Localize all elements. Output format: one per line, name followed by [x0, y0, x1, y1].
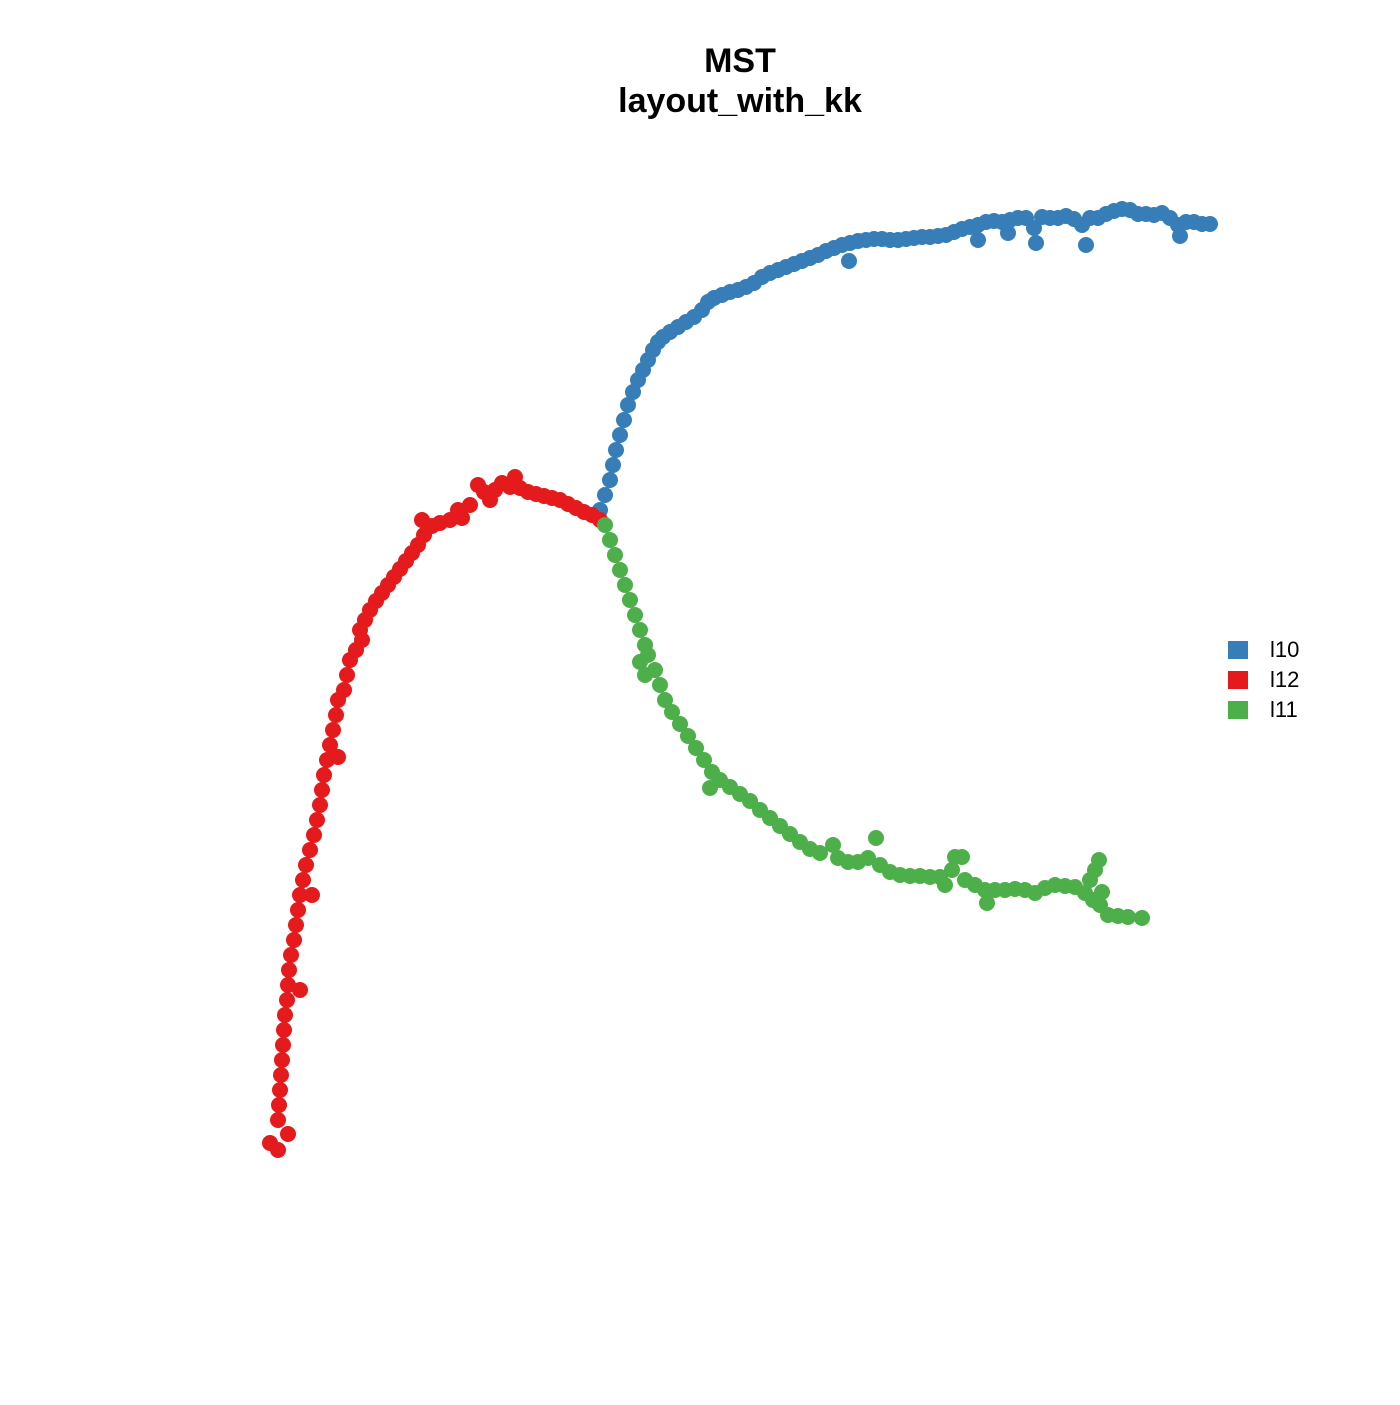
- node-point: [288, 917, 304, 933]
- node-point: [597, 517, 613, 533]
- node-point: [979, 895, 995, 911]
- node-point: [1202, 216, 1218, 232]
- node-point: [286, 932, 302, 948]
- node-point: [627, 607, 643, 623]
- node-point: [625, 384, 641, 400]
- node-point: [607, 547, 623, 563]
- node-point: [664, 704, 680, 720]
- node-point: [647, 662, 663, 678]
- node-point: [330, 692, 346, 708]
- node-point: [316, 767, 332, 783]
- node-point: [277, 1007, 293, 1023]
- node-point: [597, 487, 613, 503]
- node-point: [954, 849, 970, 865]
- node-point: [270, 1142, 286, 1158]
- legend-label: l11: [1270, 697, 1298, 722]
- node-point: [1078, 237, 1094, 253]
- node-point: [328, 707, 344, 723]
- node-point: [1028, 235, 1044, 251]
- node-point: [812, 845, 828, 861]
- node-point: [325, 722, 341, 738]
- node-point: [292, 887, 308, 903]
- node-point: [312, 797, 328, 813]
- node-point: [1172, 228, 1188, 244]
- node-point: [680, 728, 696, 744]
- node-point: [292, 982, 308, 998]
- node-point: [290, 902, 306, 918]
- node-point: [1120, 909, 1136, 925]
- chart-subtitle: layout_with_kk: [618, 82, 862, 120]
- node-point: [271, 1097, 287, 1113]
- node-point: [970, 232, 986, 248]
- node-point: [342, 652, 358, 668]
- legend-swatch: [1228, 671, 1248, 689]
- node-point: [1026, 220, 1042, 236]
- node-point: [608, 442, 624, 458]
- node-point: [275, 1037, 291, 1053]
- node-point: [652, 677, 668, 693]
- node-point: [279, 992, 295, 1008]
- node-point: [322, 737, 338, 753]
- node-point: [462, 497, 478, 513]
- node-point: [868, 830, 884, 846]
- legend-swatch: [1228, 701, 1248, 719]
- node-point: [339, 667, 355, 683]
- node-point: [632, 654, 648, 670]
- node-point: [304, 887, 320, 903]
- node-point: [280, 977, 296, 993]
- node-point: [1134, 910, 1150, 926]
- legend-label: l10: [1270, 637, 1299, 662]
- node-point: [1000, 225, 1016, 241]
- node-point: [1091, 852, 1107, 868]
- node-point: [696, 752, 712, 768]
- node-point: [302, 842, 318, 858]
- node-point: [273, 1067, 289, 1083]
- node-point: [414, 512, 430, 528]
- chart-title: MST: [704, 42, 776, 80]
- node-point: [602, 532, 618, 548]
- node-point: [617, 577, 633, 593]
- node-point: [612, 562, 628, 578]
- node-point: [270, 1112, 286, 1128]
- node-point: [272, 1082, 288, 1098]
- node-point: [295, 872, 311, 888]
- legend-label: l12: [1270, 667, 1299, 692]
- node-point: [602, 472, 618, 488]
- node-point: [309, 812, 325, 828]
- node-point: [860, 850, 876, 866]
- node-point: [280, 1126, 296, 1142]
- node-point: [281, 962, 297, 978]
- legend-swatch: [1228, 641, 1248, 659]
- node-point: [620, 397, 636, 413]
- node-point: [841, 253, 857, 269]
- node-point: [616, 412, 632, 428]
- node-point: [298, 857, 314, 873]
- node-point: [274, 1052, 290, 1068]
- node-point: [352, 622, 368, 638]
- node-point: [314, 782, 330, 798]
- node-point: [632, 622, 648, 638]
- node-point: [319, 752, 335, 768]
- node-point: [688, 740, 704, 756]
- node-point: [622, 592, 638, 608]
- node-point: [937, 877, 953, 893]
- node-point: [605, 457, 621, 473]
- node-point: [306, 827, 322, 843]
- node-point: [672, 716, 688, 732]
- node-point: [657, 692, 673, 708]
- node-point: [825, 837, 841, 853]
- node-point: [283, 947, 299, 963]
- node-point: [612, 427, 628, 443]
- node-point: [470, 477, 486, 493]
- node-point: [944, 862, 960, 878]
- node-point: [276, 1022, 292, 1038]
- node-point: [1094, 884, 1110, 900]
